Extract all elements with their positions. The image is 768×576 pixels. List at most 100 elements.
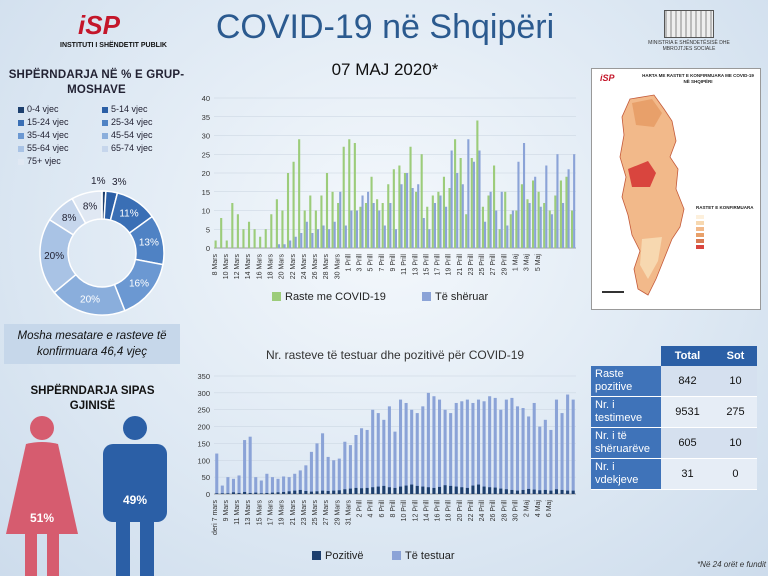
legend-swatch (272, 292, 281, 301)
bar (361, 195, 364, 248)
bar (287, 477, 291, 494)
legend-swatch (102, 119, 108, 126)
bar (309, 195, 312, 248)
gender-figures: 51% 49% (6, 416, 167, 576)
y-tick-label: 25 (202, 150, 210, 159)
x-tick-label: 5 Maj (535, 254, 542, 272)
bar (332, 460, 336, 494)
bar-positive (321, 490, 325, 494)
x-tick-label: 3 Maj (524, 254, 531, 272)
x-tick-label: 10 Prill (401, 500, 408, 522)
bar (506, 225, 509, 248)
bar (548, 210, 551, 248)
bar-positive (382, 485, 386, 494)
x-tick-label: 29 Mars (334, 500, 341, 526)
male-percent-label: 49% (123, 493, 147, 507)
legend-label: 15-24 vjec (27, 117, 69, 127)
bar (482, 401, 486, 494)
bar-positive (276, 492, 280, 494)
legend-swatch (102, 145, 108, 152)
age-legend-item: 35-44 vjec (18, 130, 69, 140)
row-today: 10 (713, 427, 757, 459)
bar (270, 477, 274, 494)
bar-positive (532, 489, 536, 494)
bar (226, 477, 230, 494)
x-tick-label: 10 Mars (223, 254, 230, 280)
x-tick-label: 20 Prill (457, 500, 464, 522)
row-label: Nr. i testimeve (591, 396, 661, 428)
x-tick-label: 25 Mars (312, 500, 319, 526)
bar (511, 210, 514, 248)
table-row: Nr. i vdekjeve 31 0 (591, 458, 757, 490)
bar (498, 229, 501, 248)
donut-slice (71, 190, 103, 225)
bar (372, 203, 375, 248)
y-tick-label: 350 (197, 372, 210, 381)
x-tick-label: 14 Prill (423, 500, 430, 522)
bar (478, 150, 481, 248)
bar (314, 210, 317, 248)
bar (337, 458, 341, 494)
bar (448, 188, 451, 248)
bar (483, 221, 487, 248)
bar-positive (465, 487, 469, 494)
bar (292, 161, 295, 248)
bar (437, 399, 442, 494)
bar (442, 176, 446, 248)
north-region (632, 99, 662, 127)
legend-swatch (102, 132, 108, 139)
x-tick-label: 23 Mars (301, 500, 308, 526)
bar (467, 139, 470, 248)
legend-label: 25-34 vjec (111, 117, 153, 127)
bar-positive (421, 486, 425, 494)
bar (276, 478, 280, 494)
bar (527, 416, 531, 494)
x-tick-label: 26 Mars (312, 254, 319, 280)
bar (282, 476, 286, 494)
table-row: Nr. i të shëruarëve 605 10 (591, 427, 757, 459)
x-tick-label: 8 Mars (212, 254, 219, 276)
age-legend-item: 15-24 vjec (18, 117, 69, 127)
bar (354, 435, 358, 494)
bar (559, 180, 562, 248)
donut-slice-label: 20% (80, 294, 100, 305)
bar (428, 229, 431, 248)
isp-logo-text: INSTITUTI I SHËNDETIT PUBLIK (60, 42, 167, 49)
bar (421, 406, 425, 494)
bar (348, 445, 352, 494)
y-tick-label: 15 (202, 188, 210, 197)
legend-label: Pozitivë (325, 550, 364, 562)
bar (376, 413, 380, 494)
legend-label: 45-54 vjec (111, 130, 153, 140)
x-tick-label: 28 Mars (323, 254, 330, 280)
bar (538, 426, 542, 494)
row-total: 31 (661, 458, 714, 490)
donut-slice-label: 11% (119, 208, 138, 219)
bar-positive (259, 493, 263, 494)
bar-positive (243, 491, 247, 494)
bar (311, 233, 314, 248)
bar (420, 154, 423, 248)
y-tick-label: 40 (202, 94, 210, 103)
bar-positive (460, 487, 464, 494)
bar-positive (482, 486, 486, 494)
bar-positive (371, 487, 375, 494)
bar (400, 184, 403, 248)
tirana-region (628, 161, 656, 187)
x-tick-label: 22 Mars (290, 254, 297, 280)
bar (259, 236, 262, 248)
legend-label: Të shëruar (435, 291, 489, 303)
x-tick-label: 21 Prill (457, 254, 464, 276)
bar (304, 465, 308, 494)
y-tick-label: 0 (206, 490, 210, 499)
bar (454, 139, 457, 248)
legend-label: 65-74 vjec (111, 143, 153, 153)
x-tick-label: 17 Prill (435, 254, 442, 276)
bar-positive (215, 493, 219, 494)
x-tick-label: 9 Prill (390, 254, 397, 272)
bar (454, 402, 458, 494)
legend-swatch (102, 106, 108, 113)
bar (231, 203, 234, 248)
bar (371, 409, 375, 494)
bar (389, 203, 392, 248)
